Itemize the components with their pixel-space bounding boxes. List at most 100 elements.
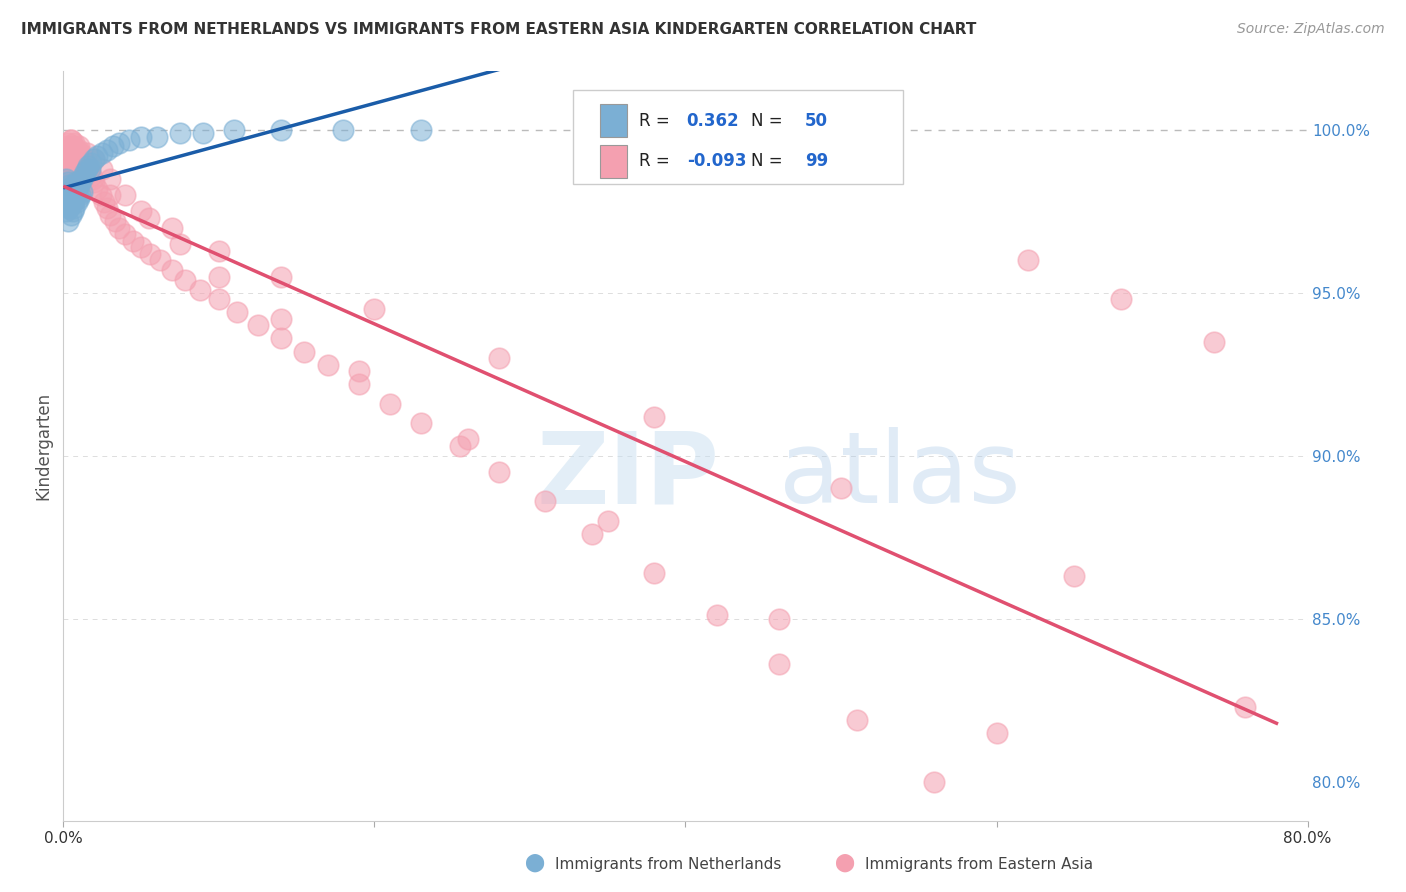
Point [55,172,77,186]
Point [66,145,89,160]
Point [66,181,89,195]
Point [449,439,471,453]
Point [69,188,91,202]
Point [55,181,77,195]
Point [60,185,83,199]
Point [208,269,231,284]
Point [86,149,108,163]
Text: N =: N = [751,112,789,129]
Point [457,433,479,447]
Point [226,305,249,319]
Point [270,269,292,284]
Point [173,273,195,287]
Point [347,377,370,392]
Point [63,201,86,215]
Point [69,169,91,183]
Point [139,247,162,261]
Point [55,139,77,153]
Text: -0.093: -0.093 [686,153,747,170]
Point [58,162,80,177]
Point [60,208,83,222]
Point [77,159,100,173]
Point [63,155,86,169]
Point [138,211,160,225]
Point [65,165,87,179]
Point [65,175,87,189]
Point [91,162,114,177]
Point [768,612,790,626]
Point [63,178,86,193]
Point [160,220,183,235]
Point [986,725,1008,739]
Point [63,191,86,205]
Point [72,153,94,167]
Point [65,143,87,157]
Text: Immigrants from Eastern Asia: Immigrants from Eastern Asia [865,857,1092,872]
Point [70,149,93,163]
Y-axis label: Kindergarten: Kindergarten [34,392,52,500]
Point [60,153,83,167]
Point [643,566,665,580]
Point [67,191,90,205]
Point [55,204,77,219]
Point [270,331,292,345]
Point [76,145,98,160]
Point [83,153,105,167]
Text: ⬤: ⬤ [834,854,853,872]
Text: R =: R = [640,112,675,129]
Text: 99: 99 [804,153,828,170]
Point [58,143,80,157]
Point [80,155,103,169]
Point [53,194,76,209]
Point [363,302,385,317]
Point [270,123,292,137]
Point [65,188,87,202]
Point [169,126,191,140]
Text: R =: R = [640,153,675,170]
Point [488,351,510,365]
Text: ZIP: ZIP [536,427,718,524]
Point [70,185,93,199]
Point [208,293,231,307]
Point [830,481,852,495]
Point [56,175,79,189]
Point [58,178,80,193]
Point [117,133,139,147]
Text: Source: ZipAtlas.com: Source: ZipAtlas.com [1237,22,1385,37]
Point [706,608,728,623]
Point [79,162,101,177]
Point [169,237,191,252]
Point [924,774,946,789]
FancyBboxPatch shape [599,104,627,137]
Point [104,214,127,228]
Point [67,139,90,153]
Point [55,178,77,193]
Point [62,181,84,195]
Point [70,172,93,186]
Point [332,123,354,137]
Point [73,165,96,179]
Point [643,409,665,424]
Point [101,139,124,153]
Point [60,172,83,186]
Point [129,129,152,144]
Point [91,145,114,160]
Point [53,145,76,160]
Point [69,145,91,160]
Point [63,175,86,189]
FancyBboxPatch shape [574,90,903,184]
Point [1063,569,1085,583]
Point [72,169,94,183]
Point [270,312,292,326]
Point [58,188,80,202]
Point [1204,334,1226,349]
Point [534,494,557,508]
Point [149,253,172,268]
Point [76,162,98,177]
Text: 50: 50 [804,112,828,129]
Point [129,204,152,219]
Point [60,133,83,147]
Point [56,136,79,150]
Text: IMMIGRANTS FROM NETHERLANDS VS IMMIGRANTS FROM EASTERN ASIA KINDERGARTEN CORRELA: IMMIGRANTS FROM NETHERLANDS VS IMMIGRANT… [21,22,976,37]
Point [378,397,401,411]
